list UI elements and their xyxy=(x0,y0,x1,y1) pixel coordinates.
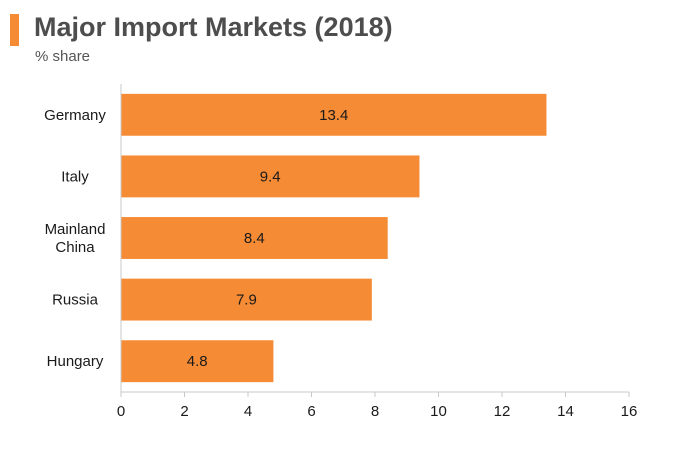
category-label: Russia xyxy=(52,292,99,309)
bars-group xyxy=(121,93,547,383)
category-labels-group: Germany Italy Mainland China Russia Hungary xyxy=(44,107,106,370)
bar-value-label: 4.8 xyxy=(187,353,208,370)
axes-group xyxy=(120,84,630,397)
x-tick-label: 2 xyxy=(180,403,188,420)
bar xyxy=(121,340,274,383)
bar xyxy=(121,93,547,136)
category-label: Hungary xyxy=(47,353,104,370)
x-tick-label: 4 xyxy=(244,403,252,420)
category-label: Italy xyxy=(61,168,89,185)
chart-subtitle: % share xyxy=(35,48,91,65)
bar xyxy=(121,278,372,321)
bar-value-label: 8.4 xyxy=(244,230,265,247)
bar-value-label: 13.4 xyxy=(319,107,348,124)
bar xyxy=(121,155,420,198)
bar xyxy=(121,217,388,259)
x-tick-label: 16 xyxy=(621,403,638,420)
data-labels-group: 13.4 9.4 8.4 7.9 4.8 xyxy=(187,107,349,370)
bar-value-label: 9.4 xyxy=(260,168,281,185)
x-tick-label: 6 xyxy=(307,403,315,420)
chart-title: Major Import Markets (2018) xyxy=(34,12,393,42)
x-tick-label: 8 xyxy=(371,403,379,420)
x-tick-label: 0 xyxy=(117,403,125,420)
x-tick-labels-group: 0 2 4 6 8 10 12 14 16 xyxy=(117,403,638,420)
x-tick-label: 12 xyxy=(494,403,511,420)
x-tick-label: 14 xyxy=(557,403,574,420)
category-label: Mainland China xyxy=(45,221,106,256)
category-label: Germany xyxy=(44,107,106,124)
x-tick-label: 10 xyxy=(430,403,447,420)
title-marker xyxy=(10,14,19,46)
bar-value-label: 7.9 xyxy=(236,292,257,309)
